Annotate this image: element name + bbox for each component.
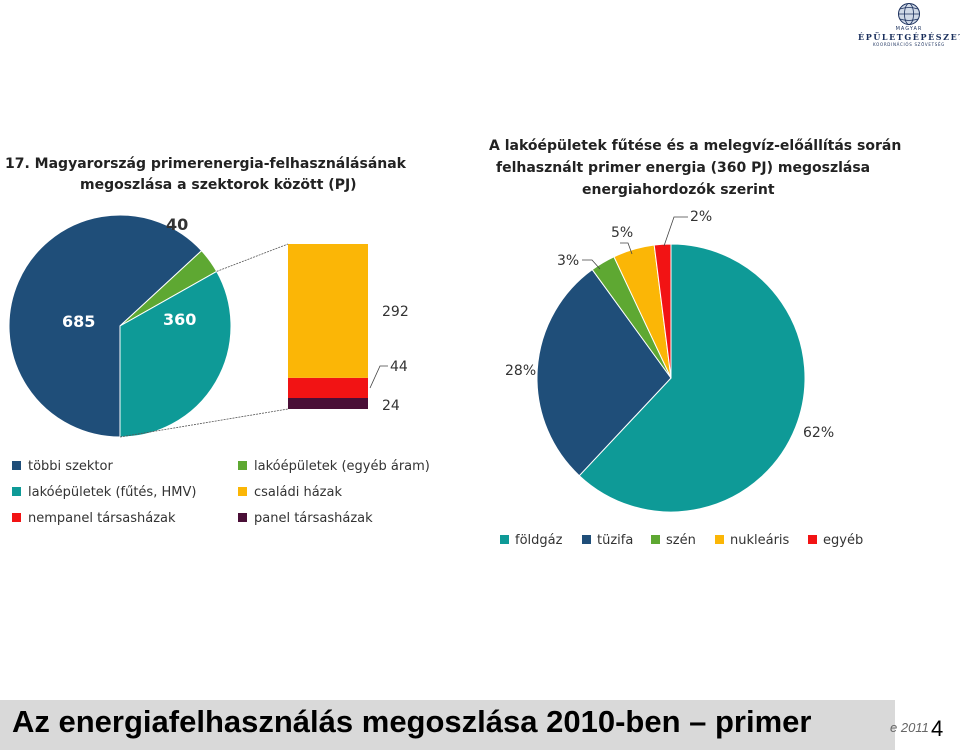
legend-label-lakoepuletek-egyeb-aram: lakóépületek (egyéb áram) [254, 459, 430, 474]
legend-swatch-csaladi-hazak [238, 487, 247, 496]
data-label-bar-1: 292 [382, 304, 409, 320]
data-label-bar-2: 44 [390, 359, 408, 375]
stacked-bar-segment-nempanel-tarsashazak [288, 377, 368, 398]
charts-canvas: 685 40 360 292 44 24 62% 28% 3% 5% 2% többi szektor… [8, 209, 863, 548]
leader-line-egyeb [663, 216, 688, 247]
data-label-tuzifa: 28% [505, 363, 536, 379]
pie-slice-lakoepuletek-futes-hmv [119, 270, 232, 438]
legend-label-panel-tarsashazak: panel társasházak [254, 511, 373, 526]
legend-label-nuklearis: nukleáris [730, 533, 790, 548]
legend-label-lakoepuletek-futes-hmv: lakóépületek (fűtés, HMV) [28, 485, 196, 500]
legend-swatch-nempanel-tarsashazak [12, 513, 21, 522]
footer-bar: Az energiafelhasználás megoszlása 2010-b… [0, 700, 895, 750]
data-label-nuklearis: 5% [611, 225, 633, 241]
legend-label-foldgaz: földgáz [515, 533, 563, 548]
left-chart-title-line1: 17. Magyarország primerenergia-felhaszná… [5, 156, 406, 172]
legend-swatch-foldgaz [500, 535, 509, 544]
legend-swatch-szen [651, 535, 660, 544]
legend-label-szen: szén [666, 533, 696, 548]
right-chart-title-line3: energiahordozók szerint [582, 182, 775, 198]
data-label-szen: 3% [557, 253, 579, 269]
logo-sub-text: KOORDINÁCIÓS SZÖVETSÉG [873, 42, 945, 47]
slide-title: Az energiafelhasználás megoszlása 2010-b… [12, 704, 812, 739]
pie-slice-egyeb [653, 243, 672, 379]
leader-line-44 [369, 365, 388, 389]
page-number: 4 [931, 716, 944, 741]
organization-logo: MAGYAR ÉPÜLETGÉPÉSZETI KOORDINÁCIÓS SZÖV… [858, 2, 960, 52]
right-chart-title-line2: felhasznált primer energia (360 PJ) mego… [496, 160, 871, 176]
right-chart-title-line1: A lakóépületek fűtése és a melegvíz-előá… [489, 138, 902, 154]
pie-slice-tuzifa [536, 268, 672, 477]
left-chart-title-line2: megoszlása a szektorok között (PJ) [80, 177, 357, 193]
stacked-bar-segment-csaladi-hazak [288, 244, 368, 378]
legend-swatch-lakoepuletek-egyeb-aram [238, 461, 247, 470]
pie-slice-foldgaz [578, 243, 806, 513]
connector-line-top [216, 243, 289, 272]
legend-label-egyeb: egyéb [823, 533, 863, 548]
pie-slice-tobbi-szektor [8, 214, 203, 438]
legend-label-tuzifa: tüzifa [597, 533, 633, 548]
logo-top-text: MAGYAR [895, 26, 923, 32]
legend-swatch-nuklearis [715, 535, 724, 544]
footer-right-text: e 2011 [890, 720, 929, 735]
stacked-bar-segment-panel-tarsashazak [288, 398, 368, 409]
data-label-bar-3: 24 [382, 398, 400, 414]
legend-swatch-tuzifa [582, 535, 591, 544]
legend-label-csaladi-hazak: családi házak [254, 485, 342, 500]
leader-line-szen [582, 259, 601, 270]
legend-label-nempanel-tarsashazak: nempanel társasházak [28, 511, 176, 526]
legend-swatch-lakoepuletek-futes-hmv [12, 487, 21, 496]
connector-line-bottom [119, 408, 289, 438]
legend-swatch-tobbi-szektor [12, 461, 21, 470]
data-label-tobbi-szektor: 685 [62, 312, 95, 331]
legend-swatch-egyeb [808, 535, 817, 544]
data-label-lakoepuletek-egyeb-aram: 40 [166, 215, 188, 234]
leader-line-nuklearis [620, 242, 633, 255]
globe-emblem-icon [898, 3, 920, 25]
data-label-lakoepuletek-futes-hmv: 360 [163, 310, 196, 329]
data-label-egyeb: 2% [690, 209, 712, 225]
logo-main-text: ÉPÜLETGÉPÉSZETI [858, 32, 960, 42]
data-label-foldgaz: 62% [803, 425, 834, 441]
legend-label-tobbi-szektor: többi szektor [28, 459, 113, 474]
legend-swatch-panel-tarsashazak [238, 513, 247, 522]
